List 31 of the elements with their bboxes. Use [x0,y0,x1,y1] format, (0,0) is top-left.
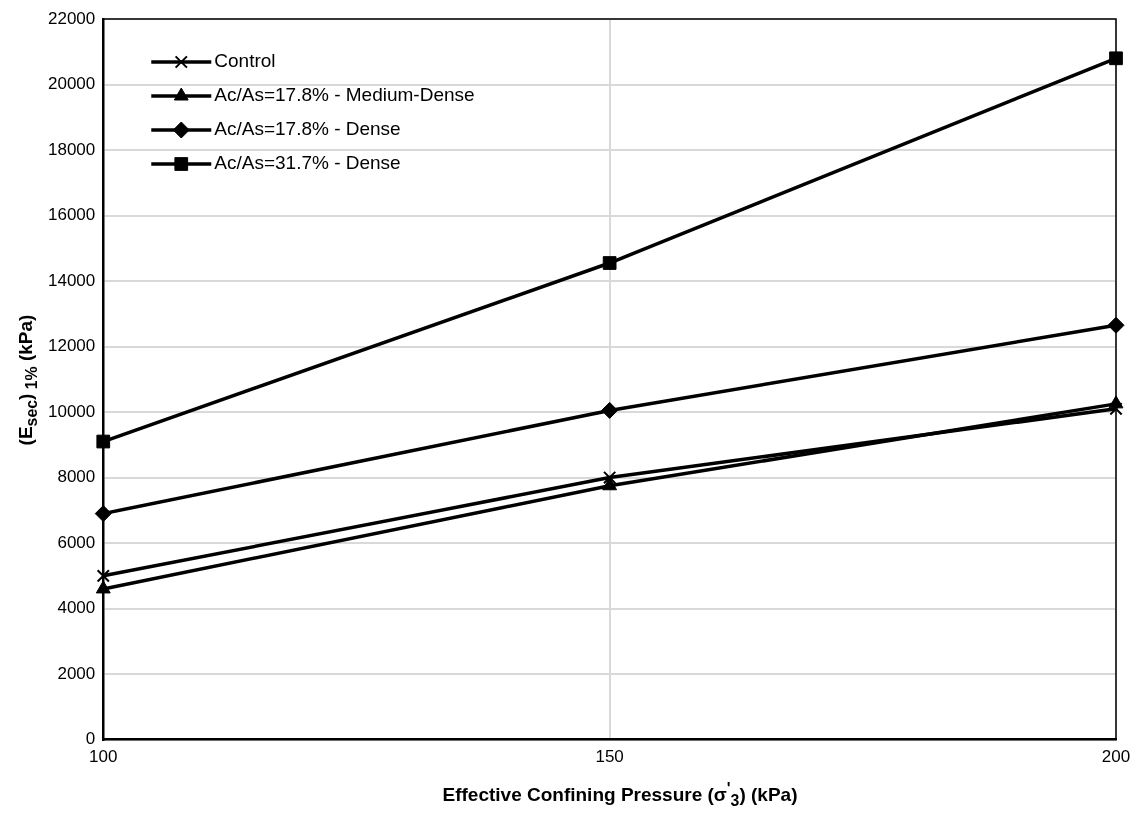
point [601,401,619,419]
legend-label: Ac/As=17.8% - Dense [214,118,401,140]
legend-label: Control [214,50,276,72]
y-tick-label: 12000 [47,336,96,356]
point [602,256,617,270]
point [94,505,112,523]
point [96,434,111,449]
y-tick-label: 20000 [47,74,96,94]
y-tick-label: 22000 [47,8,96,28]
y-tick-label: 16000 [47,205,96,225]
point [1109,402,1123,416]
point [602,477,618,491]
point [602,470,617,485]
y-tick-label: 6000 [57,532,96,552]
legend-label: Ac/As=31.7% - Dense [214,152,401,174]
legend-label: Ac/As=17.8% - Medium-Dense [214,84,475,106]
y-tick-label: 18000 [47,139,96,159]
x-tick-label: 200 [1101,747,1131,767]
y-tick-label: 8000 [57,467,96,487]
point [95,580,111,594]
x-tick-label: 100 [89,747,118,767]
y-tick-label: 0 [85,729,96,749]
y-tick-label: 2000 [57,663,96,683]
point [1107,316,1125,334]
point [96,569,110,583]
y-tick-label: 4000 [57,598,96,618]
point [1109,51,1123,66]
y-tick-label: 14000 [47,270,96,290]
y-tick-label: 10000 [47,401,96,421]
x-tick-label: 150 [595,747,624,767]
x-axis-title: Effective Confining Pressure (σ$^{'}$$_{3}$) (kPa) [441,780,799,811]
